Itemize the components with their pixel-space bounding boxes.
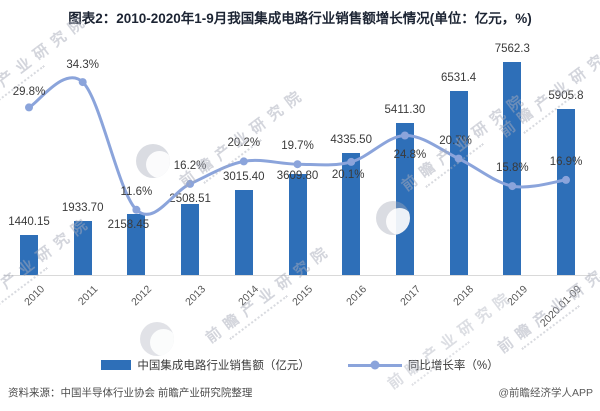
line-point-2011 <box>78 78 87 87</box>
line-value-label: 24.8% <box>393 148 427 161</box>
bar-2012 <box>127 214 146 275</box>
x-axis-label-2018: 2018 <box>451 283 477 309</box>
line-series-swatch <box>347 360 402 370</box>
legend: 中国集成电路行业销售额（亿元） 同比增长率（%） <box>0 357 600 373</box>
bar-2018 <box>449 91 468 275</box>
line-point-2010 <box>25 103 33 112</box>
source-note: 资料来源：中国半导体行业协会 前瞻产业研究院整理 <box>8 387 253 399</box>
bar-value-label: 6531.4 <box>441 72 477 85</box>
bar-value-label: 1440.15 <box>8 215 50 228</box>
footer: 资料来源：中国半导体行业协会 前瞻产业研究院整理 @前瞻经济学人APP <box>8 385 593 400</box>
x-axis-label-2011: 2011 <box>76 283 101 308</box>
line-value-label: 15.8% <box>495 162 529 175</box>
bar-value-label: 2158.45 <box>107 219 150 232</box>
line-value-label: 20.1% <box>331 168 365 181</box>
x-axis-label-2017: 2017 <box>397 283 423 309</box>
bar-value-label: 4335.50 <box>330 134 372 147</box>
line-value-label: 29.8% <box>12 86 46 99</box>
line-point-2015 <box>293 160 302 169</box>
qianzhan-logo-icon <box>136 144 170 178</box>
line-marker-icon <box>370 360 380 370</box>
bar-value-label: 5411.30 <box>384 103 426 116</box>
line-value-label: 11.6% <box>120 185 153 198</box>
bar-value-label: 2508.51 <box>169 193 211 206</box>
x-axis-label-2013: 2013 <box>182 283 208 309</box>
x-axis-label-2010: 2010 <box>21 283 47 309</box>
qianzhan-logo-icon <box>140 322 174 356</box>
bar-2013 <box>181 204 200 275</box>
x-axis-label-2012: 2012 <box>129 283 155 309</box>
legend-item-sales: 中国集成电路行业销售额（亿元） <box>101 357 310 373</box>
line-value-label: 19.7% <box>281 140 314 153</box>
bar-value-label: 3015.40 <box>223 171 265 184</box>
bar-2020.01-09 <box>557 108 575 275</box>
qianzhan-logo-icon <box>376 201 410 235</box>
bar-value-label: 3609.80 <box>276 169 319 182</box>
line-point-2014 <box>239 157 248 166</box>
line-value-label: 16.9% <box>549 155 583 168</box>
bar-series-swatch <box>101 360 132 370</box>
x-axis-label-2016: 2016 <box>343 283 369 309</box>
line-point-2012 <box>132 205 141 214</box>
bar-value-label: 7562.3 <box>494 43 530 56</box>
legend-label-sales: 中国集成电路行业销售额（亿元） <box>137 360 310 372</box>
line-value-label: 34.3% <box>66 59 99 72</box>
chart-title: 图表2：2010-2020年1-9月我国集成电路行业销售额增长情况(单位：亿元，… <box>68 11 532 26</box>
credit-note: @前瞻经济学人APP <box>498 387 593 399</box>
bar-2014 <box>234 190 253 275</box>
